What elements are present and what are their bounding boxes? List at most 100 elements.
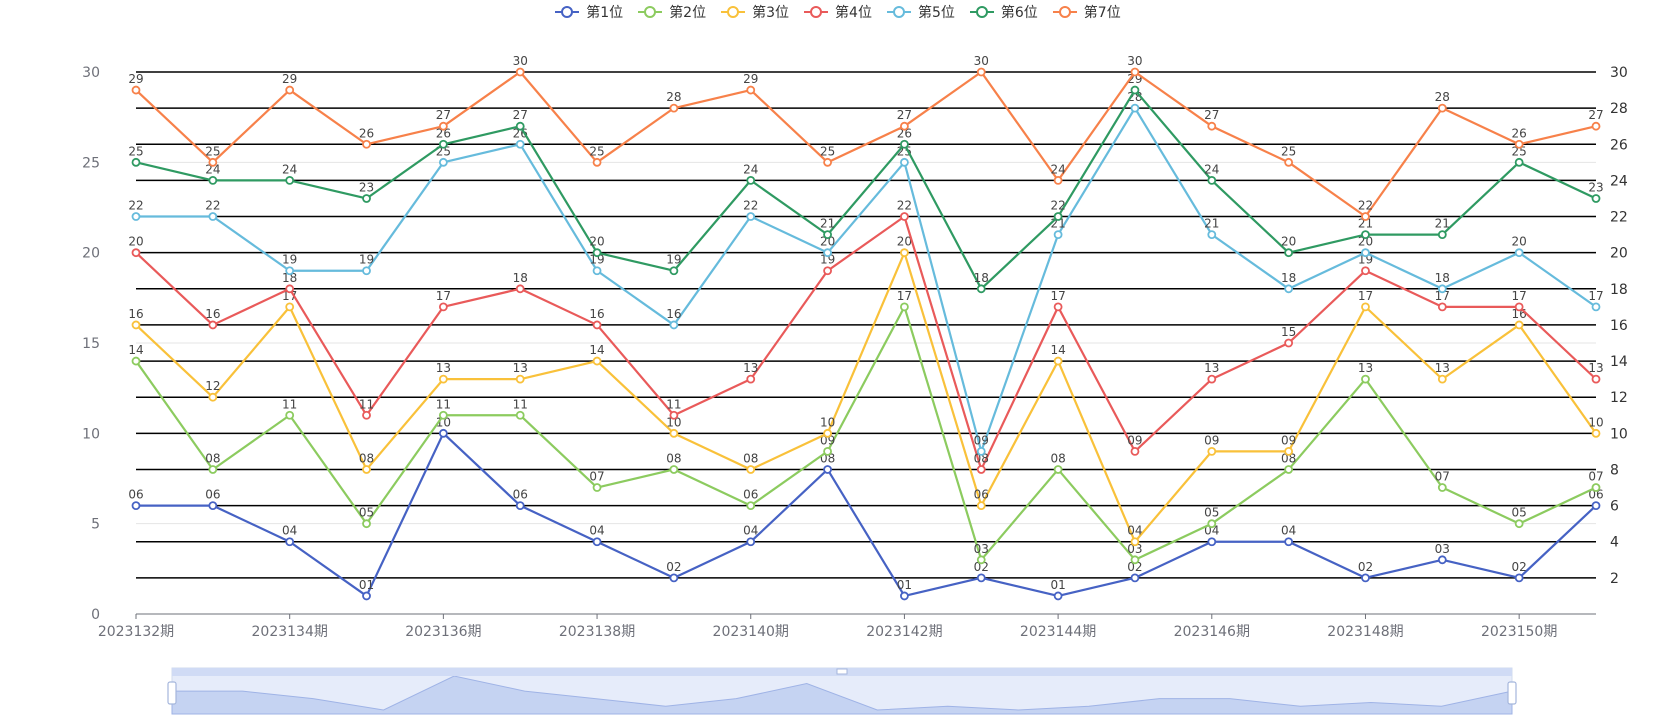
data-point[interactable] [362,519,371,529]
data-point[interactable] [669,428,679,438]
data-point[interactable] [1130,555,1140,565]
data-point[interactable] [669,320,679,330]
data-point[interactable] [976,501,986,511]
data-point[interactable] [362,591,371,601]
data-point[interactable] [1591,501,1601,511]
data-point[interactable] [900,212,909,221]
data-point[interactable] [746,85,756,95]
data-point[interactable] [1591,194,1601,203]
data-point[interactable] [746,501,756,511]
data-point[interactable] [976,465,986,474]
data-point[interactable] [1361,248,1370,258]
data-point[interactable] [208,175,218,185]
data-point[interactable] [900,139,909,149]
data-point[interactable] [438,139,448,149]
data-point[interactable] [1591,302,1601,312]
data-point[interactable] [1437,103,1447,113]
data-point[interactable] [1130,85,1140,95]
data-point[interactable] [1514,519,1524,529]
data-point[interactable] [976,67,986,77]
data-point[interactable] [1053,302,1063,312]
data-point[interactable] [1207,446,1217,456]
data-zoom-slider[interactable] [167,667,1517,715]
data-point[interactable] [669,573,679,583]
data-point[interactable] [438,410,448,420]
data-point[interactable] [1361,266,1370,276]
data-point[interactable] [131,248,141,258]
data-point[interactable] [131,320,141,330]
data-point[interactable] [208,465,218,474]
data-point[interactable] [900,121,909,131]
data-point[interactable] [208,501,218,511]
zoom-handle-right[interactable] [1507,681,1517,705]
legend-item-1[interactable]: 第1位 [554,2,623,22]
data-point[interactable] [285,537,295,547]
data-point[interactable] [1284,248,1294,258]
data-point[interactable] [1130,103,1140,113]
data-point[interactable] [131,212,141,221]
data-point[interactable] [1591,483,1601,492]
data-point[interactable] [900,248,909,258]
data-point[interactable] [1207,537,1217,547]
data-point[interactable] [1514,573,1524,583]
data-point[interactable] [1437,374,1447,384]
data-point[interactable] [1130,446,1140,456]
data-point[interactable] [669,465,679,474]
data-point[interactable] [285,302,295,312]
legend-item-5[interactable]: 第5位 [886,2,955,22]
data-point[interactable] [285,266,295,276]
data-point[interactable] [285,175,295,185]
data-point[interactable] [976,284,986,294]
data-point[interactable] [746,212,756,221]
data-point[interactable] [1361,302,1370,312]
data-point[interactable] [1361,573,1370,583]
data-point[interactable] [976,555,986,565]
data-point[interactable] [1130,537,1140,547]
data-point[interactable] [438,121,448,131]
data-point[interactable] [1053,212,1063,221]
data-point[interactable] [1361,212,1370,221]
data-point[interactable] [362,410,371,420]
data-point[interactable] [285,85,295,95]
data-point[interactable] [362,194,371,203]
data-point[interactable] [438,302,448,312]
legend-item-4[interactable]: 第4位 [803,2,872,22]
legend-item-3[interactable]: 第3位 [720,2,789,22]
data-point[interactable] [285,284,295,294]
data-point[interactable] [1053,230,1063,240]
data-point[interactable] [362,266,371,276]
data-point[interactable] [208,212,218,221]
data-point[interactable] [208,320,218,330]
data-point[interactable] [1361,374,1370,384]
data-point[interactable] [823,266,832,276]
zoom-handle-left[interactable] [167,681,177,705]
data-point[interactable] [900,302,909,312]
data-point[interactable] [823,248,832,258]
data-point[interactable] [1437,302,1447,312]
legend-item-7[interactable]: 第7位 [1052,2,1121,22]
data-point[interactable] [746,537,756,547]
data-point[interactable] [746,465,756,474]
data-point[interactable] [592,266,602,276]
data-point[interactable] [1437,483,1447,492]
data-point[interactable] [515,374,525,384]
data-point[interactable] [669,103,679,113]
data-point[interactable] [515,410,525,420]
data-point[interactable] [1284,157,1294,167]
data-point[interactable] [1437,284,1447,294]
data-point[interactable] [1284,338,1294,348]
data-point[interactable] [746,175,756,185]
data-point[interactable] [592,483,602,492]
data-point[interactable] [1130,573,1140,583]
legend-item-2[interactable]: 第2位 [637,2,706,22]
data-point[interactable] [592,248,602,258]
data-point[interactable] [515,67,525,77]
data-point[interactable] [515,121,525,131]
data-point[interactable] [1361,230,1370,240]
data-point[interactable] [362,465,371,474]
data-point[interactable] [1130,67,1140,77]
zoom-move-handle[interactable] [836,668,848,675]
data-point[interactable] [362,139,371,149]
data-point[interactable] [1514,248,1524,258]
data-point[interactable] [592,356,602,366]
